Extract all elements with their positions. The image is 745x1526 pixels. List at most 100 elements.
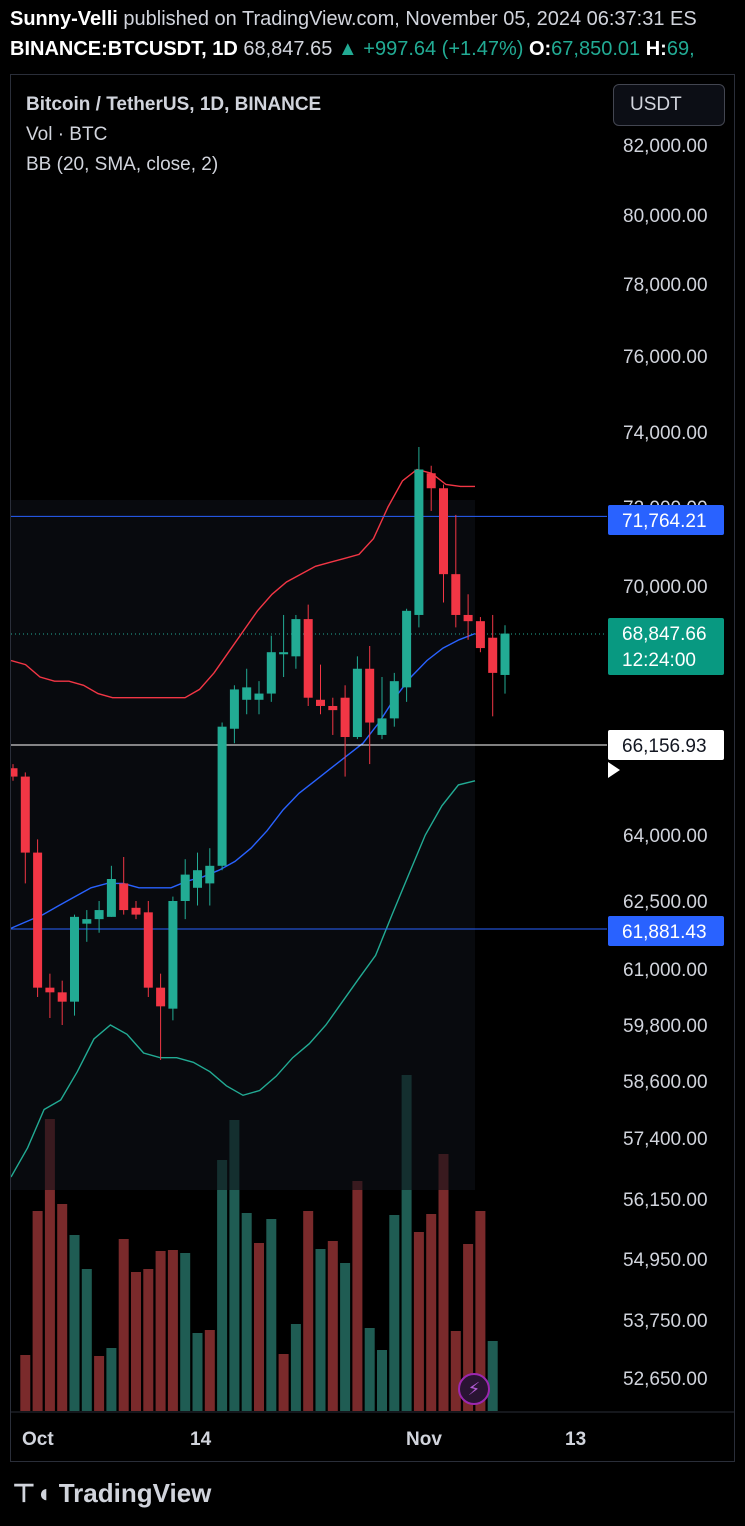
header-line-1: Sunny-Velli published on TradingView.com… xyxy=(10,8,697,31)
volume-bar xyxy=(118,1239,129,1411)
volume-bar xyxy=(364,1328,375,1411)
volume-bar xyxy=(57,1204,68,1411)
y-tick-label: 70,000.00 xyxy=(623,577,708,598)
volume-bar xyxy=(167,1250,178,1411)
candle-body xyxy=(131,907,141,915)
volume-bar xyxy=(143,1269,154,1411)
volume-bar xyxy=(290,1324,301,1411)
volume-bar xyxy=(426,1214,437,1411)
candle-body xyxy=(475,621,485,649)
up-triangle-icon: ▲ xyxy=(337,38,358,60)
y-tick-label: 58,600.00 xyxy=(623,1072,708,1093)
plot-area[interactable] xyxy=(9,447,608,1411)
header-line-2: BINANCE:BTCUSDT, 1D 68,847.65 ▲ +997.64 … xyxy=(10,38,695,61)
price-label-upper-bg xyxy=(608,505,724,535)
candle-body xyxy=(217,726,227,866)
candle-body xyxy=(57,992,67,1002)
candle-body xyxy=(168,901,178,1009)
y-tick-label: 56,150.00 xyxy=(623,1190,708,1211)
price-change: +997.64 (+1.47%) xyxy=(363,38,524,60)
candle-body xyxy=(242,687,252,700)
volume-bar xyxy=(377,1350,387,1411)
candle-body xyxy=(291,619,301,657)
y-tick-label: 64,000.00 xyxy=(623,826,708,847)
candle-body xyxy=(303,619,313,698)
bb-lower-line xyxy=(11,780,476,1178)
y-tick-label: 61,000.00 xyxy=(623,960,708,981)
bb-fill xyxy=(11,500,475,1190)
candle-body xyxy=(143,912,153,988)
chart-frame[interactable] xyxy=(10,74,735,1462)
high-label: H: xyxy=(645,38,667,60)
last-price: 68,847.65 xyxy=(243,38,333,60)
volume-bar xyxy=(204,1330,215,1411)
price-label-current: 12:24:00 xyxy=(622,650,696,671)
candle-body xyxy=(45,987,55,993)
volume-bar xyxy=(32,1211,43,1411)
price-label-upper: 71,764.21 xyxy=(622,511,707,532)
price-label-white: 66,156.93 xyxy=(622,736,707,757)
volume-bar xyxy=(340,1263,351,1411)
y-tick-label: 53,750.00 xyxy=(623,1311,708,1332)
candle-body xyxy=(70,916,79,1002)
candle-body xyxy=(119,883,129,911)
candle-body xyxy=(389,681,399,719)
price-label-lower: 61,881.43 xyxy=(622,922,707,943)
x-tick-label: Nov xyxy=(406,1429,442,1450)
published-text: published on TradingView.com, November 0… xyxy=(123,8,697,30)
candle-body xyxy=(377,718,387,735)
price-label-current: 68,847.66 xyxy=(622,624,707,645)
volume-bar xyxy=(266,1219,277,1411)
legend-volume: Vol · BTC xyxy=(26,124,108,145)
candle-body xyxy=(180,874,190,901)
volume-bar xyxy=(241,1213,252,1411)
y-tick-label: 76,000.00 xyxy=(623,347,708,368)
volume-bar xyxy=(315,1249,326,1411)
candle-body xyxy=(106,879,116,917)
volume-bar xyxy=(254,1243,264,1411)
candle-body xyxy=(414,469,424,615)
volume-bar xyxy=(278,1354,289,1411)
y-tick-label: 59,800.00 xyxy=(623,1016,708,1037)
y-tick-label: 62,500.00 xyxy=(623,892,708,913)
x-tick-label: 13 xyxy=(565,1429,586,1450)
symbol-label: BINANCE:BTCUSDT, 1D xyxy=(10,38,238,60)
publisher-name[interactable]: Sunny-Velli xyxy=(10,8,118,30)
volume-bar xyxy=(413,1232,424,1411)
candle-body xyxy=(20,776,30,853)
volume-bar xyxy=(463,1244,474,1411)
candle-body xyxy=(229,689,239,729)
tradingview-logo[interactable]: ⊤◖ TradingView xyxy=(12,1478,211,1509)
volume-bar xyxy=(180,1253,191,1411)
volume-bar xyxy=(192,1333,203,1411)
volume-bar xyxy=(475,1211,486,1411)
candle-body xyxy=(33,852,43,988)
volume-bar xyxy=(327,1241,338,1411)
open-label: O: xyxy=(528,38,552,60)
volume-bar xyxy=(389,1215,400,1411)
volume-bar xyxy=(229,1120,240,1411)
legend-title: Bitcoin / TetherUS, 1D, BINANCE xyxy=(26,94,322,115)
tv-logo-icon: ⊤◖ xyxy=(12,1478,52,1508)
currency-button[interactable]: USDT xyxy=(613,84,725,126)
lightning-icon[interactable]: ⚡ xyxy=(458,1373,490,1405)
volume-bar xyxy=(94,1356,105,1411)
x-tick-label: Oct xyxy=(22,1429,54,1450)
candle-body xyxy=(193,870,202,888)
candle-body xyxy=(94,910,104,920)
y-tick-label: 54,950.00 xyxy=(623,1250,708,1271)
volume-bar xyxy=(69,1235,80,1411)
volume-bar xyxy=(352,1181,363,1411)
candle-body xyxy=(463,614,473,622)
candle-body xyxy=(328,705,338,711)
legend-indicator: BB (20, SMA, close, 2) xyxy=(26,154,219,175)
volume-bar xyxy=(20,1355,31,1411)
candle-body xyxy=(365,668,375,723)
volume-bar xyxy=(44,1119,55,1411)
x-tick-label: 14 xyxy=(190,1429,212,1450)
y-tick-label: 74,000.00 xyxy=(623,423,708,444)
y-tick-label: 82,000.00 xyxy=(623,136,708,157)
volume-bar xyxy=(487,1341,498,1411)
candle-body xyxy=(11,768,18,777)
